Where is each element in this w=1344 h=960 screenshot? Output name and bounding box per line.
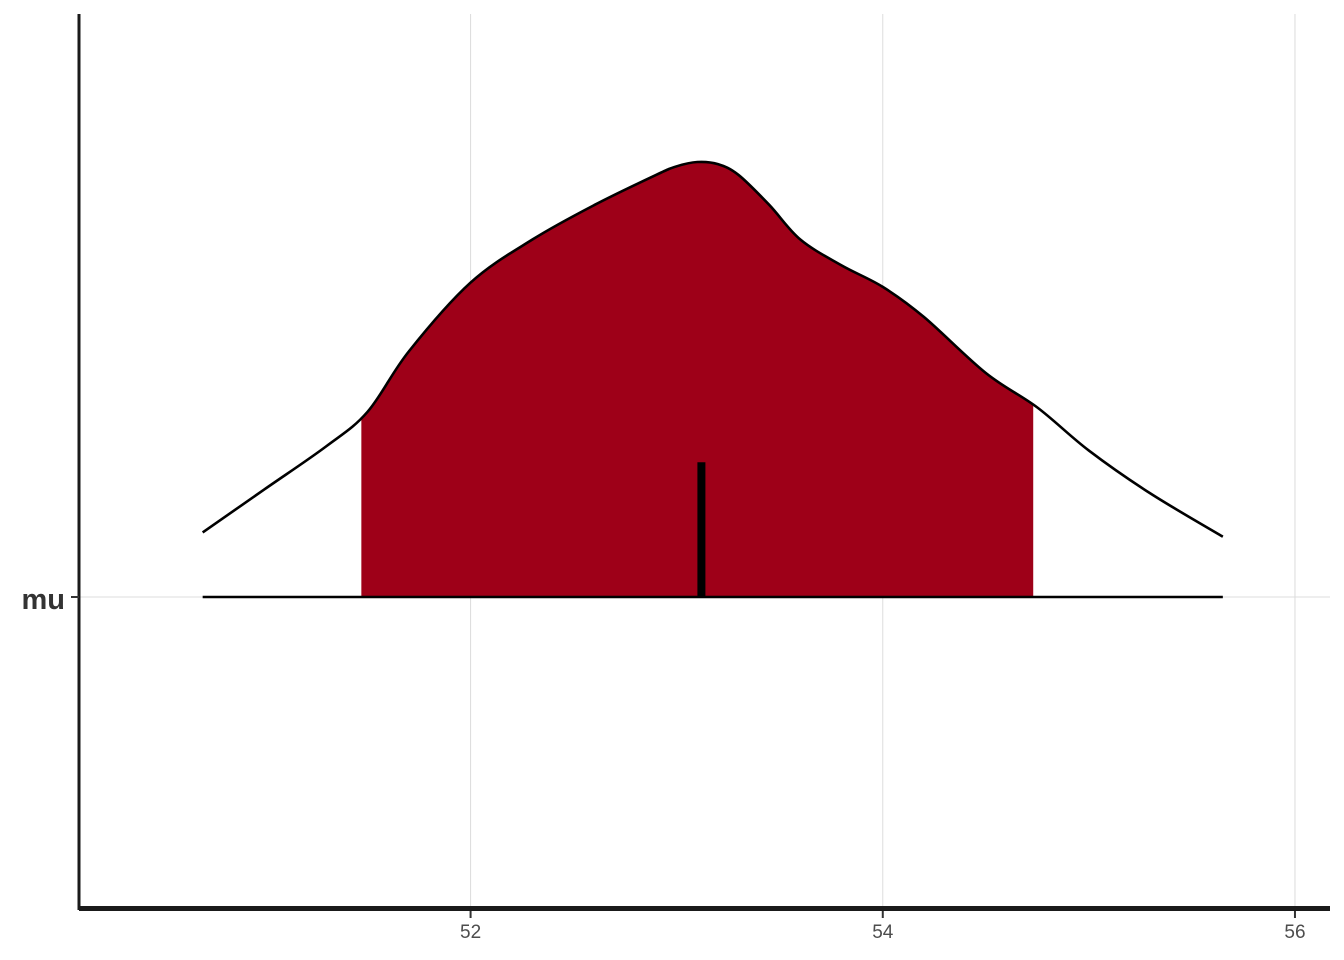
- credible-interval-area: [361, 161, 1034, 597]
- y-label-parameter: mu: [22, 584, 66, 616]
- density-curve: [201, 160, 1224, 538]
- x-tick-label: 56: [1284, 922, 1305, 943]
- x-axis-ticks: 52 54 56: [460, 911, 1306, 943]
- x-tick-label: 52: [460, 922, 481, 943]
- x-tick-label: 54: [872, 922, 894, 943]
